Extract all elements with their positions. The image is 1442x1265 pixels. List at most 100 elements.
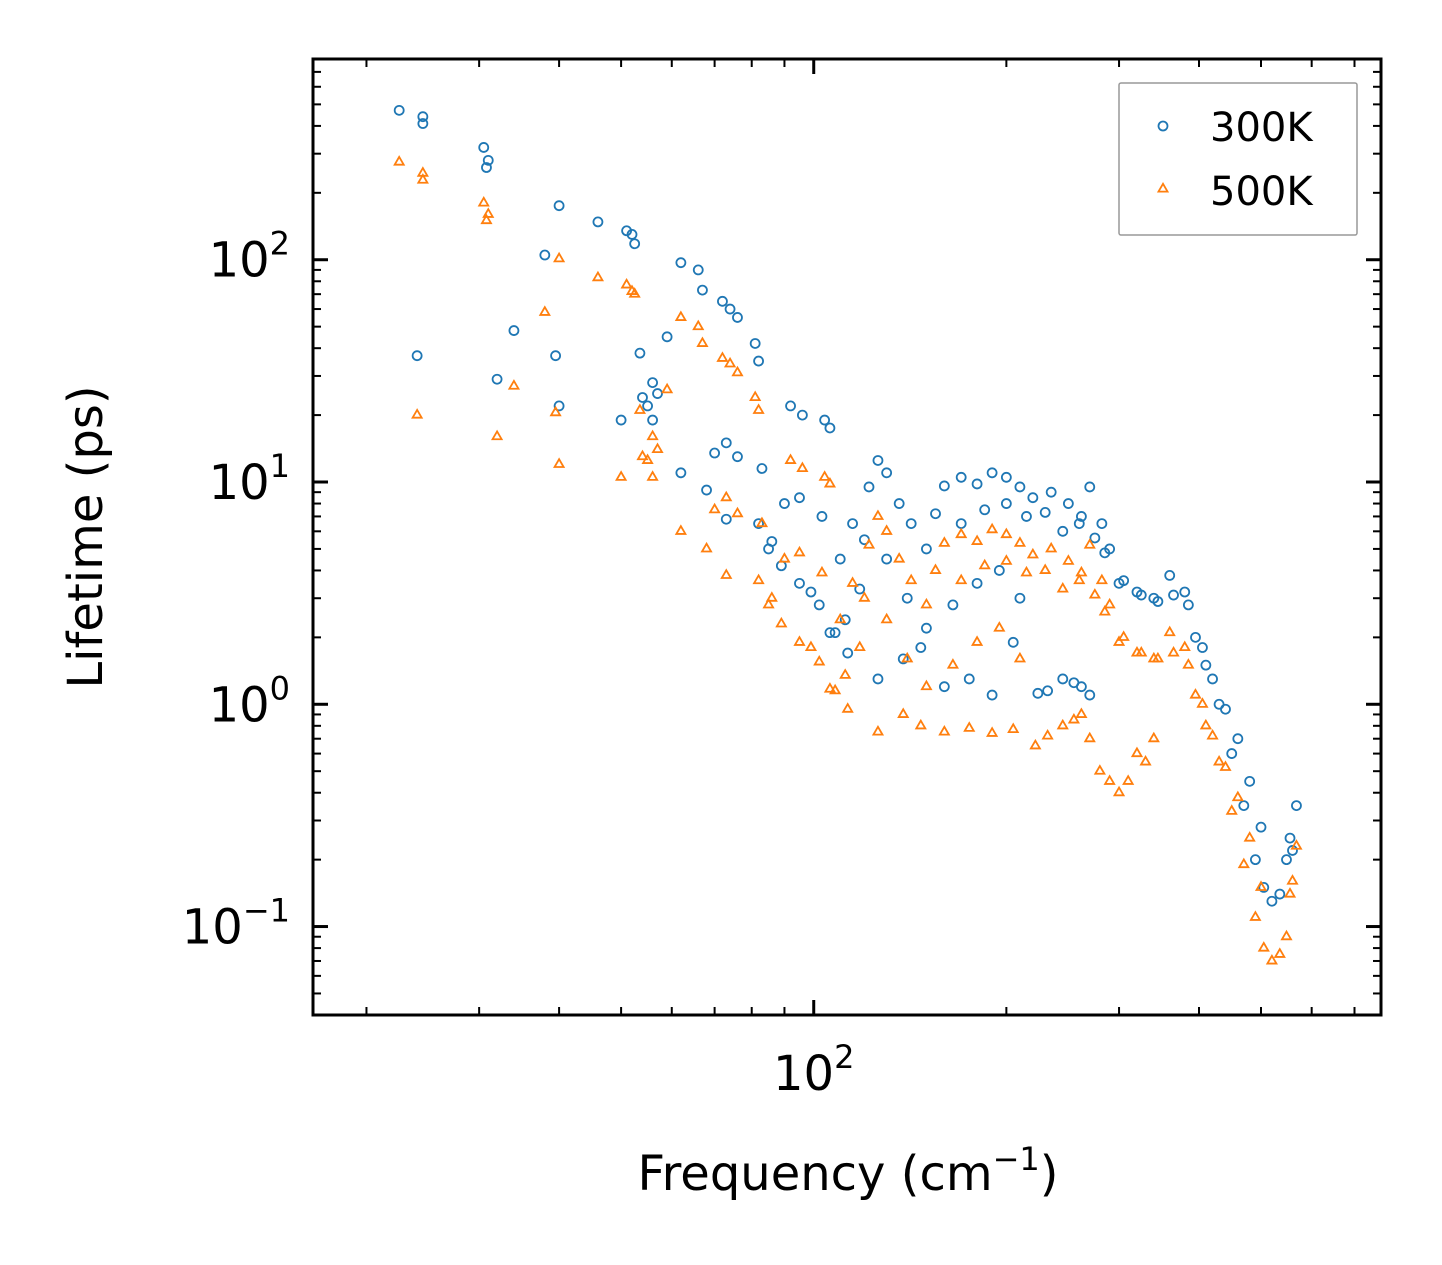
data-point-300K — [1179, 586, 1191, 598]
data-point-500K — [416, 173, 429, 184]
data-point-300K — [1014, 481, 1026, 493]
data-point-500K — [1112, 635, 1126, 646]
data-point-300K — [615, 414, 627, 426]
data-point-500K — [978, 558, 991, 570]
data-point-300K — [1291, 800, 1302, 812]
data-point-500K — [1265, 953, 1278, 965]
data-point-500K — [1122, 774, 1135, 785]
series-layer — [393, 104, 1303, 965]
data-point-300K — [482, 154, 494, 166]
data-point-300K — [1152, 596, 1164, 607]
data-point-300K — [647, 414, 658, 426]
data-point-500K — [1178, 640, 1191, 652]
data-point-500K — [1139, 754, 1152, 766]
data-point-500K — [1013, 651, 1027, 663]
data-point-500K — [507, 379, 521, 390]
x-axis-title-end: ) — [1040, 1146, 1059, 1202]
data-point-300K — [1039, 506, 1051, 518]
data-point-300K — [553, 400, 565, 412]
data-point-500K — [1163, 625, 1176, 637]
data-point-500K — [901, 651, 914, 663]
data-point-300K — [709, 447, 721, 459]
data-point-500K — [858, 591, 871, 602]
data-point-300K — [1168, 589, 1179, 601]
data-point-300K — [763, 543, 774, 555]
data-point-300K — [756, 463, 768, 474]
data-point-300K — [775, 560, 787, 572]
data-point-500K — [1000, 527, 1013, 539]
data-point-500K — [970, 635, 984, 646]
data-point-500K — [871, 725, 885, 736]
data-point-300K — [901, 592, 913, 604]
tick-labels: 102 10−1 100 101 102 — [182, 225, 855, 1102]
data-point-500K — [1182, 658, 1195, 669]
data-point-500K — [1075, 565, 1088, 577]
data-point-500K — [1117, 630, 1130, 641]
y-tick-label: 102 — [209, 225, 290, 289]
data-point-300K — [930, 508, 941, 520]
data-point-300K — [955, 471, 967, 483]
data-point-300K — [905, 518, 917, 529]
data-point-500K — [829, 683, 842, 695]
data-point-300K — [915, 642, 927, 653]
data-point-300K — [720, 437, 732, 449]
data-point-300K — [553, 200, 565, 212]
data-point-500K — [929, 563, 942, 574]
data-point-300K — [1281, 854, 1292, 866]
data-point-500K — [1067, 712, 1080, 724]
data-point-500K — [720, 490, 733, 502]
data-point-300K — [796, 409, 808, 421]
data-point-500K — [1147, 731, 1160, 743]
data-point-300K — [819, 414, 831, 426]
data-point-300K — [1244, 775, 1256, 787]
data-point-300K — [1099, 547, 1111, 559]
data-point-500K — [862, 538, 876, 549]
data-point-300K — [701, 484, 712, 496]
data-point-300K — [634, 347, 646, 359]
data-point-300K — [508, 325, 520, 336]
data-point-500K — [1095, 573, 1108, 585]
data-point-300K — [1000, 498, 1012, 509]
data-point-500K — [674, 524, 687, 535]
data-point-500K — [633, 403, 646, 414]
data-point-500K — [674, 310, 687, 321]
data-point-300K — [417, 111, 429, 123]
data-point-500K — [553, 251, 566, 263]
data-point-500K — [641, 453, 654, 464]
data-point-300K — [971, 577, 983, 589]
data-point-300K — [897, 653, 909, 665]
data-point-500K — [938, 536, 951, 547]
major-ticks — [313, 59, 1381, 1015]
data-point-300K — [1076, 681, 1087, 693]
data-point-500K — [1073, 573, 1086, 585]
data-point-500K — [1083, 731, 1096, 743]
data-point-300K — [724, 303, 736, 315]
data-point-500K — [1075, 707, 1088, 718]
data-point-300K — [1073, 518, 1085, 529]
data-point-300K — [1007, 636, 1019, 648]
data-point-300K — [647, 377, 658, 389]
data-point-500K — [708, 502, 721, 514]
data-point-500K — [765, 591, 778, 602]
data-point-500K — [993, 621, 1006, 632]
data-point-300K — [481, 162, 492, 173]
data-point-300K — [1084, 689, 1096, 701]
data-point-500K — [846, 576, 859, 587]
data-point-300K — [1284, 832, 1296, 844]
data-point-300K — [921, 543, 932, 555]
data-point-500K — [1062, 554, 1075, 565]
data-point-500K — [1257, 941, 1270, 952]
data-point-300K — [732, 451, 743, 463]
data-point-500K — [411, 408, 424, 419]
data-point-300K — [839, 614, 851, 626]
data-point-300K — [971, 478, 983, 490]
data-point-300K — [824, 422, 836, 434]
x-tick-label: 102 — [773, 1038, 854, 1102]
data-point-300K — [963, 673, 975, 685]
data-point-300K — [1014, 592, 1026, 604]
data-point-500K — [1206, 728, 1219, 740]
data-point-500K — [1283, 887, 1297, 898]
data-point-300K — [749, 338, 761, 349]
data-point-500K — [853, 640, 866, 652]
